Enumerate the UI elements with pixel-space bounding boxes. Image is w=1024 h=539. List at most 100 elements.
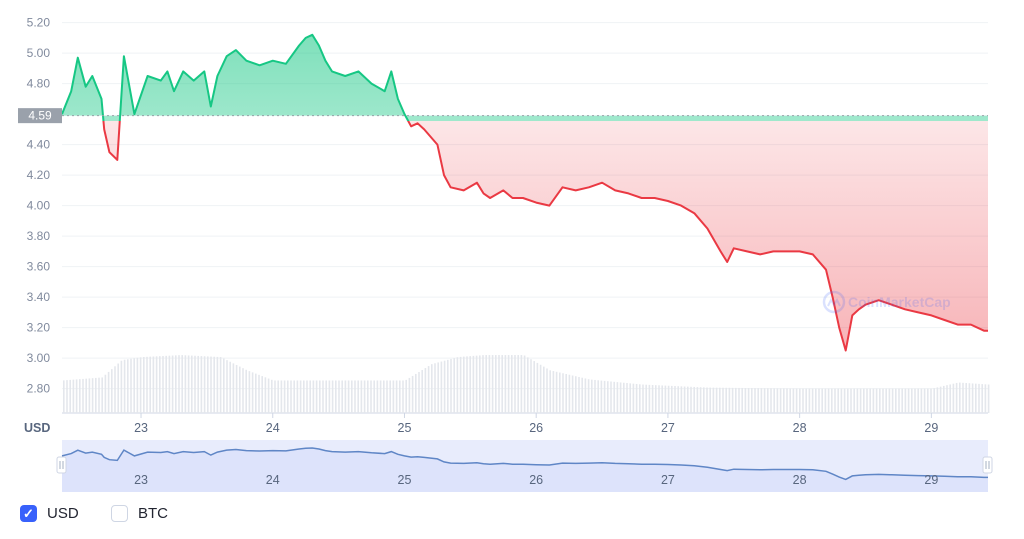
volume-bar [127,359,129,413]
legend-btc-label: BTC [138,505,168,522]
volume-bar [373,380,375,413]
volume-bar [347,380,350,413]
volume-bar [229,361,231,413]
volume-bar [837,388,839,413]
volume-bar [811,388,814,413]
volume-bar [411,375,414,413]
volume-bar [392,380,395,413]
navigator-tick-label: 24 [266,473,280,487]
volume-bar [325,380,327,413]
checkmark-icon: ✓ [23,506,34,521]
reference-value: 4.59 [28,109,52,123]
volume-bar [789,388,791,413]
volume-bar [133,358,135,413]
volume-bar [258,374,260,413]
volume-bar [568,374,571,413]
volume-bar [607,381,609,413]
volume-bar [79,379,81,413]
volume-bar [776,388,779,413]
volume-bar [136,357,139,413]
volume-bar [664,385,667,413]
legend-usd-toggle[interactable]: ✓ USD [20,505,79,522]
volume-bar [319,380,321,413]
volume-bar [648,384,651,413]
volume-bar [69,379,71,413]
volume-bar [181,355,183,413]
volume-bar [930,388,932,413]
volume-bar [671,385,673,413]
volume-bar [72,379,75,413]
volume-bar [274,380,276,413]
volume-bar [779,388,782,413]
volume-bar [491,355,494,413]
volume-bar [299,380,302,413]
volume-bar [645,384,647,413]
volume-bar [488,355,491,413]
volume-bar [987,384,990,413]
volume-bar [287,380,289,413]
volume-bar [197,355,199,413]
volume-bar [402,380,404,413]
volume-bar [517,355,519,413]
volume-bar [879,388,881,413]
volume-bar [328,380,331,413]
volume-bar [85,378,87,413]
btc-checkbox[interactable] [111,505,128,522]
y-tick-label: 3.00 [27,351,51,365]
volume-bar [242,368,244,413]
volume-bar [296,380,299,413]
y-axis: 5.20 5.00 4.80 4.40 4.20 4.00 3.80 3.60 3.40 3.20… [27,16,51,396]
volume-bar [389,380,391,413]
volume-bar [936,387,939,413]
volume-bar [651,385,654,413]
volume-bar [725,387,727,413]
volume-bar [699,387,702,413]
volume-bar [971,383,974,413]
volume-bar [219,357,222,413]
volume-bar [101,377,103,413]
volume-bar [357,380,359,413]
volume-bar [520,355,523,413]
volume-bar [888,388,891,413]
volume-bar [277,380,279,413]
volume-bar [914,388,916,413]
volume-bar [571,375,574,413]
volume-bar [475,355,478,413]
volume-bar [226,360,228,413]
volume-bar [965,383,967,413]
watermark-text: CoinMarketCap [848,294,951,310]
volume-bar [405,379,407,413]
volume-bar [591,379,593,413]
navigator-right-handle[interactable] [982,456,993,474]
volume-bar [872,388,875,413]
volume-bar [712,387,715,413]
volume-bar [111,369,113,413]
volume-bar [911,388,913,413]
volume-bar [235,364,238,413]
volume-bar [917,388,919,413]
volume-bar [504,355,507,413]
volume-bar [623,382,625,413]
legend-btc-toggle[interactable]: BTC [111,505,168,522]
volume-bar [920,388,923,413]
y-tick-label: 3.60 [27,260,51,274]
volume-bar [680,386,683,413]
price-area [62,34,988,351]
x-tick-label: 23 [134,421,148,435]
volume-bar [251,372,254,413]
volume-bar [91,378,94,413]
navigator-left-handle[interactable] [56,456,67,474]
volume-bar [386,380,388,413]
range-navigator[interactable]: 23 24 25 26 27 28 29 [56,440,993,492]
volume-bar [709,387,711,413]
volume-bar [843,388,846,413]
volume-bars [63,355,990,413]
volume-bar [213,356,215,413]
volume-bar [559,372,561,413]
navigator-tick-label: 26 [529,473,543,487]
volume-bar [642,384,644,413]
volume-bar [981,384,983,413]
volume-bar [706,387,708,413]
volume-bar [107,371,110,413]
usd-checkbox[interactable]: ✓ [20,505,37,522]
